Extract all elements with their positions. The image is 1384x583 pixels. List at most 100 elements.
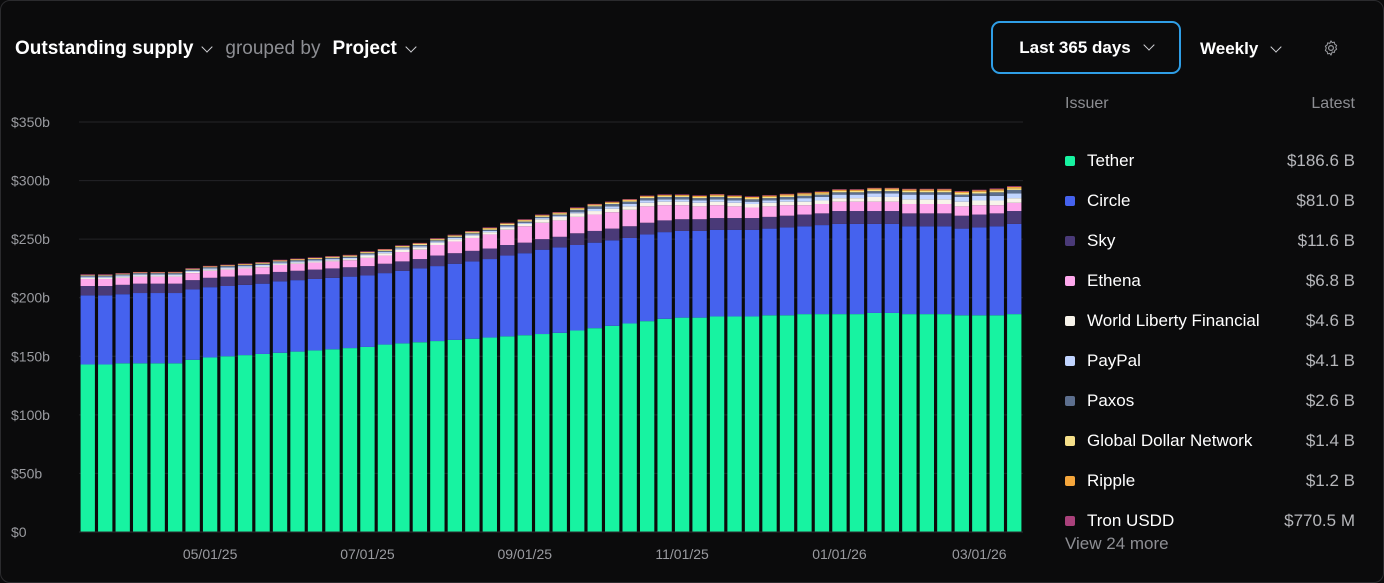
bar-segment <box>570 207 585 208</box>
bar-segment <box>80 274 95 276</box>
bar-segment <box>500 227 515 230</box>
bar-segment <box>185 289 200 360</box>
bar-segment <box>517 242 532 254</box>
bar-segment <box>587 206 602 209</box>
legend-item[interactable]: Sky $11.6 B <box>1065 221 1355 261</box>
bar-segment <box>989 226 1004 316</box>
bar-segment <box>535 218 550 220</box>
bar-segment <box>902 188 917 190</box>
legend-name: Ripple <box>1087 471 1136 490</box>
bar-segment <box>639 206 655 223</box>
bar-segment <box>902 194 917 200</box>
bar-segment <box>185 270 200 272</box>
bar-segment <box>325 268 340 278</box>
bar-segment <box>133 276 148 284</box>
bar-segment <box>133 272 148 274</box>
legend-name: Circle <box>1087 191 1131 210</box>
bar-segment <box>237 267 253 269</box>
bar-segment <box>447 236 463 238</box>
bar-segment <box>202 269 218 271</box>
bar-segment <box>622 201 637 204</box>
bar-segment <box>307 257 323 259</box>
bar-segment <box>622 226 637 238</box>
bar-segment <box>587 203 602 205</box>
bar-segment <box>849 223 865 315</box>
y-tick-label: $300b <box>11 173 50 189</box>
bar-segment <box>430 241 445 243</box>
bar-segment <box>535 239 550 250</box>
y-tick-label: $150b <box>11 348 50 364</box>
legend-item[interactable]: Circle $81.0 B <box>1065 181 1355 221</box>
bar-segment <box>972 200 987 206</box>
bar-segment <box>709 218 725 230</box>
legend-item[interactable]: Global Dollar Network $1.4 B <box>1065 421 1355 461</box>
bar-segment <box>692 198 707 201</box>
bar-segment <box>133 271 148 273</box>
interval-dropdown[interactable]: Weekly <box>1200 35 1282 63</box>
gear-icon[interactable] <box>1322 39 1340 57</box>
bar-segment <box>692 206 707 220</box>
bar-segment <box>98 276 113 278</box>
bar-segment <box>80 286 95 296</box>
bar-segment <box>133 275 148 277</box>
bar-segment <box>674 195 690 197</box>
bar-segment <box>639 200 655 203</box>
bar-segment <box>325 257 340 260</box>
bar-segment <box>500 255 515 337</box>
bar-segment <box>1007 193 1022 199</box>
legend-item[interactable]: PayPal $4.1 B <box>1065 341 1355 381</box>
bar-segment <box>447 239 463 242</box>
bar-segment <box>552 236 567 248</box>
bar-segment <box>342 256 358 258</box>
legend-swatch <box>1065 476 1075 486</box>
group-dropdown[interactable]: Project <box>332 38 417 60</box>
bar-segment <box>220 266 235 268</box>
bar-segment <box>133 273 148 275</box>
bar-segment <box>255 262 270 264</box>
legend-item[interactable]: Ripple $1.2 B <box>1065 461 1355 501</box>
legend-item[interactable]: World Liberty Financial $4.6 B <box>1065 301 1355 341</box>
bar-segment <box>779 215 795 228</box>
legend-swatch <box>1065 196 1075 206</box>
metric-dropdown[interactable]: Outstanding supply <box>15 38 214 60</box>
bar-segment <box>867 196 882 202</box>
bar-segment <box>272 271 288 282</box>
bar-segment <box>744 196 760 197</box>
bar-segment <box>430 245 445 256</box>
bar-segment <box>377 344 393 532</box>
bar-segment <box>674 194 690 196</box>
bar-segment <box>412 243 428 244</box>
bar-segment <box>972 227 987 316</box>
legend-value: $4.1 B <box>1305 351 1355 370</box>
metric-label: Outstanding supply <box>15 38 194 59</box>
legend-name: World Liberty Financial <box>1087 311 1260 330</box>
bar-segment <box>360 257 375 267</box>
bar-segment <box>412 242 428 244</box>
bar-segment <box>919 188 935 190</box>
bar-segment <box>272 260 288 262</box>
legend-item[interactable]: Tether $186.6 B <box>1065 141 1355 181</box>
bar-segment <box>220 265 235 266</box>
bar-segment <box>412 243 428 245</box>
stacked-bar-chart: $0 $50b $100b $150b $200b $250b $300b $350b 05/0… <box>11 114 1023 562</box>
bar-segment <box>202 357 218 532</box>
bar-segment <box>360 255 375 258</box>
date-range-dropdown[interactable]: Last 365 days <box>991 21 1181 74</box>
legend-item[interactable]: Tron USDD $770.5 M <box>1065 501 1355 541</box>
bar-segment <box>482 227 497 229</box>
legend-item[interactable]: Ethena $6.8 B <box>1065 261 1355 301</box>
bar-segment <box>255 264 270 267</box>
bar-segment <box>150 283 165 294</box>
view-more-link[interactable]: View 24 more <box>1065 534 1169 553</box>
legend-item[interactable]: Paxos $2.6 B <box>1065 381 1355 421</box>
bar-segment <box>919 192 935 195</box>
bar-segment <box>185 271 200 274</box>
bar-segment <box>902 190 917 193</box>
bar-segment <box>639 196 655 197</box>
bar-segment <box>587 328 602 532</box>
bar-segment <box>884 189 900 192</box>
bar-segment <box>237 284 253 356</box>
bar-segment <box>884 191 900 194</box>
bar-segment <box>167 273 183 275</box>
bar-segment <box>657 205 672 221</box>
